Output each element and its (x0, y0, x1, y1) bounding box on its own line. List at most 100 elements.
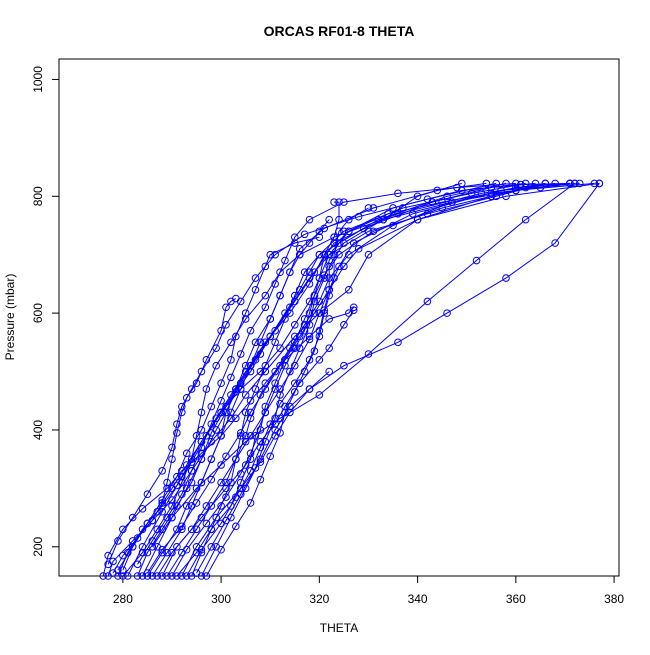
series-18 (104, 179, 500, 569)
data-point (290, 344, 299, 352)
data-point (192, 431, 201, 440)
data-point (123, 572, 132, 580)
data-point (197, 548, 206, 557)
data-point (438, 198, 446, 206)
data-point (232, 332, 240, 341)
data-point (570, 179, 579, 188)
data-point (138, 542, 147, 551)
data-point (182, 394, 191, 402)
data-point (448, 198, 456, 206)
data-point (310, 268, 319, 277)
data-point (187, 385, 196, 393)
data-point (178, 525, 186, 534)
data-point (438, 204, 446, 212)
y-axis-label: Pressure (mbar) (3, 274, 17, 361)
data-point (192, 484, 201, 493)
series-line (102, 306, 355, 577)
data-point (133, 560, 142, 569)
data-point (595, 179, 604, 188)
data-point (187, 525, 196, 534)
data-point (246, 455, 255, 463)
data-point (536, 183, 545, 192)
series-line (205, 182, 462, 577)
data-point (276, 429, 284, 437)
data-point (276, 268, 284, 277)
data-point (202, 519, 211, 528)
data-point (192, 525, 201, 534)
x-tick-label: 360 (506, 592, 526, 606)
data-point (290, 291, 299, 300)
data-point (315, 326, 324, 335)
data-point (354, 245, 363, 253)
data-point (394, 338, 402, 347)
data-point (236, 478, 245, 487)
data-point (325, 262, 333, 271)
series-26 (123, 179, 579, 580)
data-point (271, 326, 279, 335)
data-point (153, 572, 162, 580)
data-point (232, 294, 240, 303)
data-point (290, 361, 299, 370)
data-point (246, 396, 255, 405)
data-point (266, 420, 275, 428)
series-line (146, 219, 330, 577)
data-point (295, 344, 304, 352)
data-point (325, 367, 333, 376)
data-point (261, 291, 270, 300)
data-point (173, 572, 181, 580)
data-point (290, 379, 299, 388)
data-point (389, 221, 397, 230)
series-27 (114, 233, 324, 574)
data-point (158, 548, 166, 557)
data-point (143, 519, 152, 528)
data-point (320, 274, 329, 282)
data-point (266, 332, 275, 341)
data-point (168, 513, 176, 522)
data-point (222, 408, 230, 417)
data-point (261, 408, 270, 417)
data-point (241, 309, 250, 317)
x-axis: 280 300 320 340 360 380 (113, 576, 624, 606)
data-point (222, 452, 230, 461)
data-point (236, 385, 245, 393)
data-point (290, 233, 299, 241)
series-5 (119, 179, 550, 574)
data-point (227, 502, 235, 510)
data-point (340, 227, 348, 236)
data-point (158, 507, 166, 516)
series-line (166, 182, 595, 577)
data-point (197, 478, 206, 487)
plot-frame (58, 58, 620, 577)
data-point (163, 548, 171, 557)
series-line (112, 298, 237, 574)
data-point (305, 356, 314, 364)
series-4 (109, 294, 240, 577)
data-point (310, 297, 319, 306)
data-point (173, 525, 181, 534)
data-point (261, 437, 270, 446)
data-point (300, 268, 309, 277)
data-point (315, 332, 324, 341)
data-point (266, 315, 275, 323)
data-point (256, 391, 265, 399)
data-point (512, 179, 520, 188)
data-point (305, 297, 314, 306)
data-point (187, 467, 196, 475)
data-point (340, 198, 348, 206)
data-point (276, 385, 284, 393)
data-point (217, 431, 225, 440)
data-point (281, 309, 289, 317)
series-line (201, 183, 600, 577)
data-point (286, 303, 294, 312)
series-21 (197, 179, 604, 580)
series-line (161, 309, 355, 577)
data-point (217, 478, 225, 487)
data-point (163, 572, 171, 580)
data-point (295, 379, 304, 388)
data-point (256, 338, 265, 347)
data-point (217, 545, 225, 554)
data-point (276, 291, 284, 300)
data-point (325, 315, 333, 323)
data-point (286, 268, 294, 277)
data-point (315, 356, 324, 364)
